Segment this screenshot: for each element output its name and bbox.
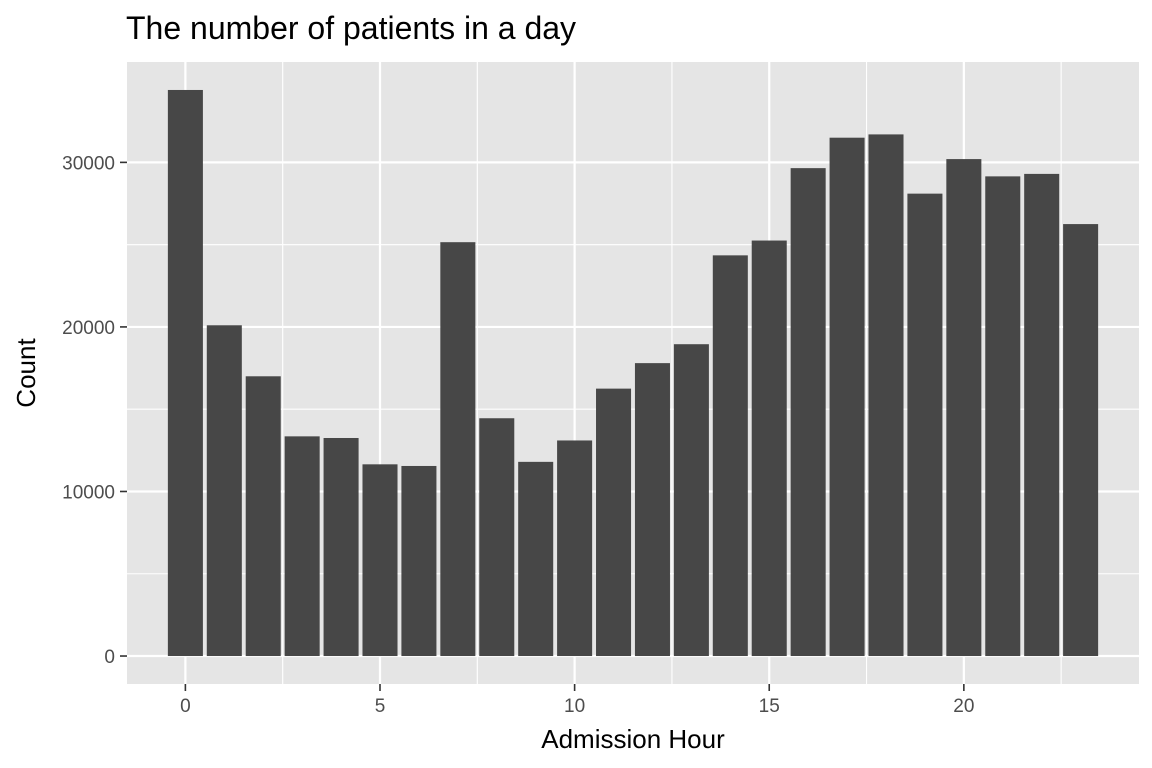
- y-tick-label: 20000: [62, 318, 115, 339]
- bar-hour-14: [712, 255, 748, 657]
- bar-hour-19: [907, 193, 943, 657]
- x-tick-label: 0: [180, 696, 191, 717]
- bar-hour-8: [479, 418, 515, 657]
- chart-title: The number of patients in a day: [126, 10, 576, 46]
- bar-hour-13: [673, 344, 709, 657]
- bar-hour-15: [751, 240, 787, 657]
- bar-hour-4: [323, 437, 359, 657]
- bar-hour-17: [829, 137, 865, 657]
- bar-hour-21: [985, 176, 1021, 657]
- bar-hour-7: [440, 242, 476, 657]
- y-tick-label: 0: [104, 647, 115, 668]
- y-tick-label: 30000: [62, 153, 115, 174]
- x-tick-label: 20: [953, 696, 974, 717]
- bar-hour-2: [245, 376, 281, 657]
- bar-hour-6: [401, 465, 437, 657]
- y-axis-ticks: 0 10000 20000 30000: [62, 153, 127, 668]
- bar-hour-3: [284, 436, 320, 657]
- bar-hour-11: [596, 388, 632, 657]
- x-axis-title: Admission Hour: [541, 724, 725, 754]
- bar-hour-12: [634, 363, 670, 657]
- bar-hour-20: [946, 159, 982, 657]
- y-tick-label: 10000: [62, 482, 115, 503]
- bar-hour-22: [1024, 173, 1060, 657]
- x-axis-ticks: 0 5 10 15 20: [180, 684, 974, 717]
- bars: [167, 89, 1099, 657]
- bar-hour-18: [868, 134, 904, 657]
- bar-hour-9: [518, 461, 554, 657]
- x-tick-label: 10: [564, 696, 585, 717]
- x-tick-label: 15: [759, 696, 780, 717]
- bar-hour-10: [557, 440, 593, 657]
- bar-hour-16: [790, 168, 826, 657]
- bar-hour-23: [1063, 224, 1099, 657]
- x-tick-label: 5: [375, 696, 386, 717]
- bar-hour-5: [362, 464, 398, 657]
- bar-hour-0: [167, 89, 203, 657]
- y-axis-title: Count: [11, 338, 41, 408]
- bar-hour-1: [206, 325, 242, 657]
